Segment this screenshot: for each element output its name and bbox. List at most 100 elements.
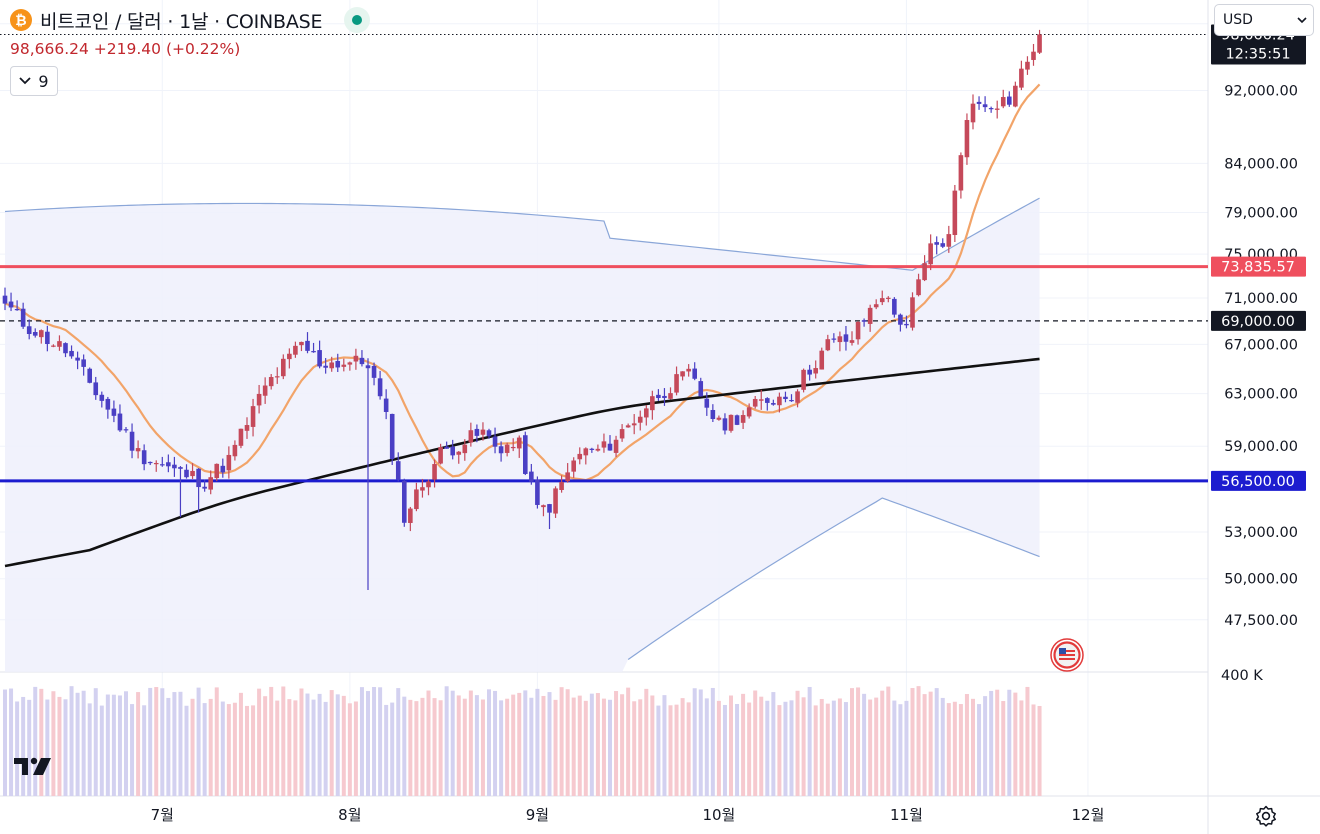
candle[interactable]: [63, 342, 68, 358]
candle[interactable]: [256, 384, 262, 414]
candle[interactable]: [51, 344, 56, 348]
candle[interactable]: [686, 364, 691, 377]
candle[interactable]: [93, 376, 99, 400]
candle[interactable]: [698, 377, 704, 397]
candle[interactable]: [87, 367, 92, 384]
candle[interactable]: [305, 332, 310, 354]
candle[interactable]: [214, 463, 220, 482]
candle[interactable]: [783, 391, 788, 403]
candle[interactable]: [825, 334, 831, 352]
candle[interactable]: [988, 106, 994, 113]
candle[interactable]: [928, 234, 933, 271]
candle[interactable]: [952, 184, 958, 243]
currency-select[interactable]: USD: [1214, 4, 1314, 36]
candle[interactable]: [123, 427, 129, 433]
candle[interactable]: [69, 345, 74, 359]
candle[interactable]: [408, 506, 413, 532]
candle[interactable]: [934, 236, 939, 255]
candle[interactable]: [722, 413, 728, 435]
candle[interactable]: [323, 358, 328, 374]
candle[interactable]: [456, 451, 462, 464]
candle[interactable]: [262, 377, 268, 404]
candle[interactable]: [946, 225, 952, 253]
candle[interactable]: [389, 413, 395, 465]
candle[interactable]: [861, 318, 867, 327]
candle[interactable]: [141, 444, 147, 471]
candle[interactable]: [982, 96, 988, 113]
candle[interactable]: [147, 461, 153, 466]
candle[interactable]: [577, 447, 583, 465]
candle[interactable]: [329, 356, 334, 372]
candle[interactable]: [541, 504, 546, 517]
candle[interactable]: [178, 466, 183, 518]
candle[interactable]: [111, 400, 117, 423]
candle[interactable]: [801, 368, 806, 393]
candle[interactable]: [1013, 81, 1018, 108]
candle[interactable]: [631, 414, 637, 435]
candle[interactable]: [650, 390, 655, 420]
candle[interactable]: [238, 428, 244, 449]
candle[interactable]: [184, 464, 189, 479]
candle[interactable]: [244, 417, 250, 439]
candle[interactable]: [644, 405, 649, 426]
candle[interactable]: [32, 328, 38, 338]
candle[interactable]: [335, 353, 341, 373]
candle[interactable]: [625, 423, 631, 428]
candle[interactable]: [886, 296, 891, 303]
candle[interactable]: [680, 371, 685, 381]
candle[interactable]: [704, 392, 710, 416]
candle[interactable]: [571, 457, 576, 478]
candle[interactable]: [365, 358, 371, 590]
symbol-header[interactable]: ₿ 비트코인 / 달러 · 1날 · COINBASE: [10, 7, 371, 33]
candle[interactable]: [99, 391, 105, 408]
candle[interactable]: [420, 478, 425, 498]
candle[interactable]: [486, 428, 492, 439]
candle[interactable]: [20, 302, 26, 329]
candle[interactable]: [250, 398, 256, 437]
settings-gear-icon[interactable]: [1254, 804, 1278, 828]
candle[interactable]: [1019, 60, 1024, 91]
candle[interactable]: [589, 447, 595, 453]
candle[interactable]: [964, 113, 970, 165]
candle[interactable]: [160, 456, 165, 467]
candle[interactable]: [619, 424, 625, 442]
candle[interactable]: [728, 414, 734, 433]
candle[interactable]: [395, 452, 401, 482]
candle[interactable]: [637, 410, 643, 431]
candle[interactable]: [529, 463, 534, 485]
candle[interactable]: [377, 370, 383, 400]
candle[interactable]: [480, 422, 486, 441]
candle[interactable]: [746, 403, 752, 419]
candle[interactable]: [426, 479, 431, 496]
candle[interactable]: [1000, 89, 1006, 109]
candle[interactable]: [474, 424, 480, 443]
candle[interactable]: [795, 389, 800, 408]
candle[interactable]: [807, 364, 812, 381]
candle[interactable]: [656, 389, 661, 402]
candle[interactable]: [510, 438, 516, 452]
candle[interactable]: [922, 255, 927, 282]
candle[interactable]: [39, 329, 44, 344]
candle[interactable]: [976, 96, 982, 110]
candle[interactable]: [958, 152, 964, 199]
candle[interactable]: [202, 479, 207, 492]
candle[interactable]: [438, 443, 443, 465]
candle[interactable]: [383, 389, 389, 420]
candle[interactable]: [716, 415, 722, 421]
candle[interactable]: [450, 439, 455, 460]
candle[interactable]: [208, 470, 213, 495]
candle[interactable]: [789, 394, 794, 402]
candle[interactable]: [916, 273, 921, 297]
candle[interactable]: [14, 300, 20, 311]
candle[interactable]: [910, 292, 915, 331]
candle[interactable]: [172, 456, 177, 477]
symbol-title[interactable]: 비트코인 / 달러 · 1날 · COINBASE: [40, 10, 323, 33]
candle[interactable]: [849, 331, 855, 346]
candle[interactable]: [940, 238, 946, 249]
candle[interactable]: [492, 427, 498, 454]
candle[interactable]: [777, 392, 782, 413]
candle[interactable]: [166, 454, 171, 473]
candle[interactable]: [613, 435, 619, 458]
indicators-toggle-button[interactable]: 9: [10, 66, 58, 96]
